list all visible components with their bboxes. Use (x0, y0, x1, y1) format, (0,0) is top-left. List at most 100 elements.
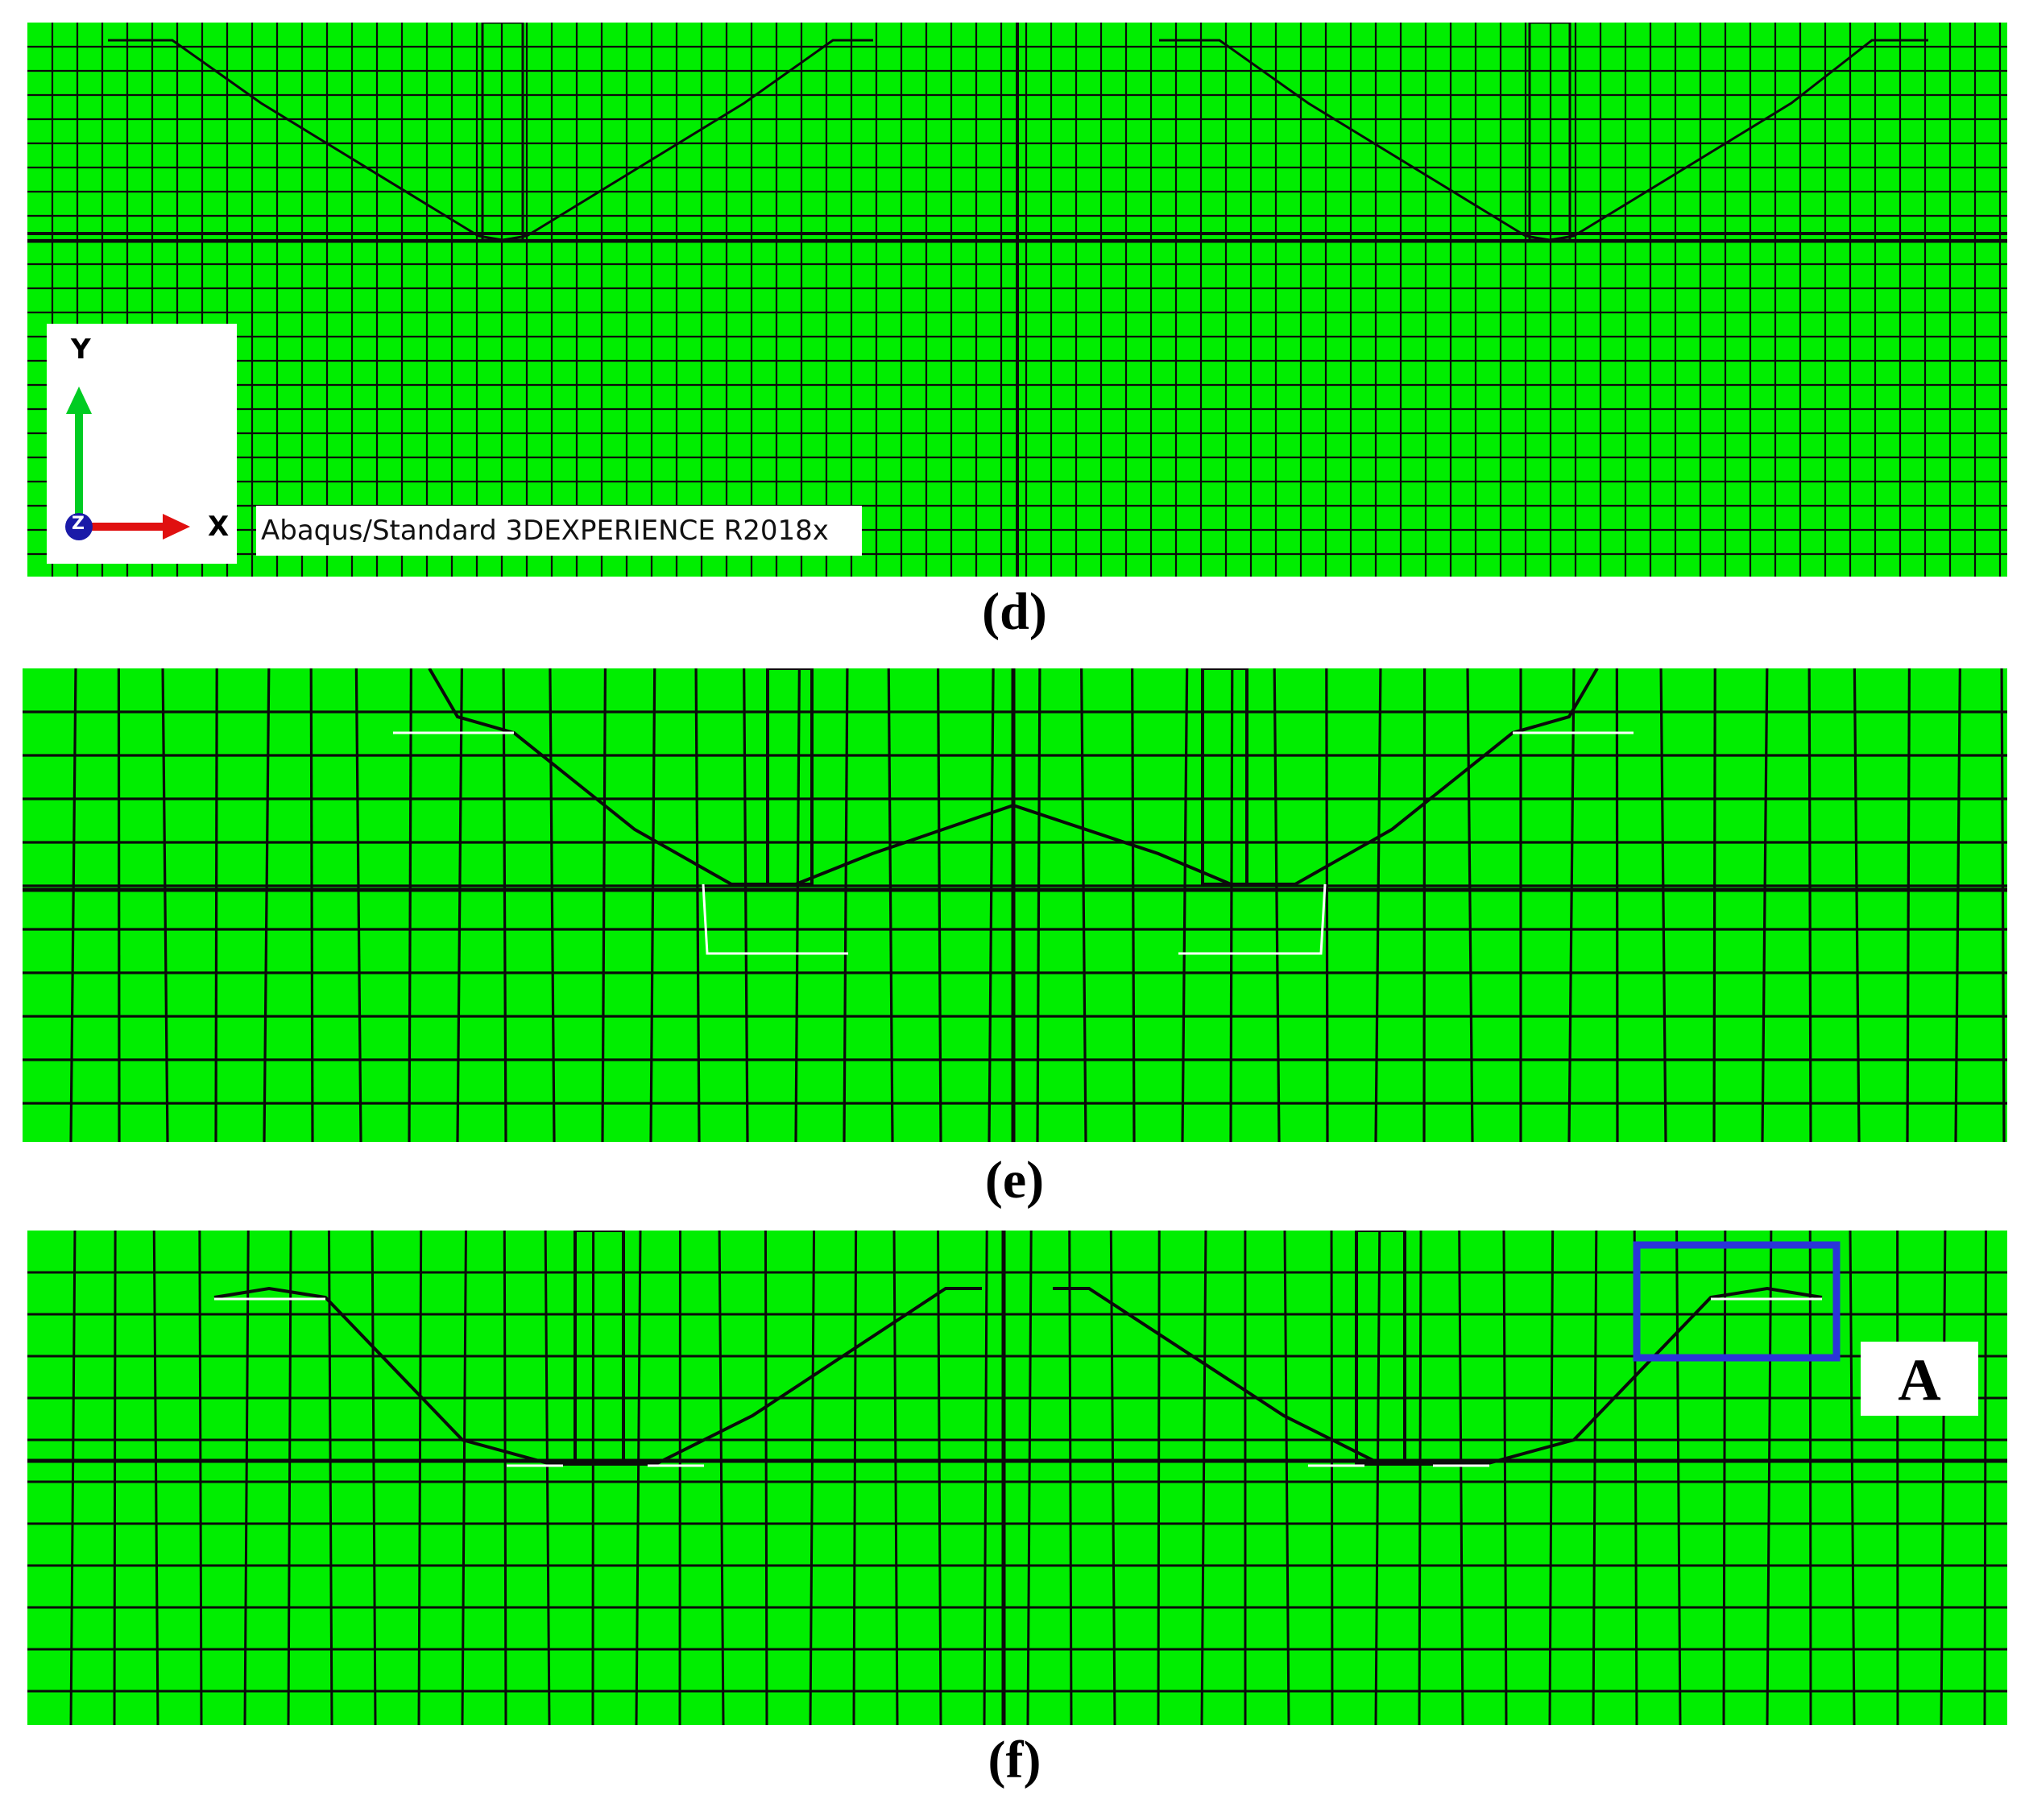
mesh-line-vertical (694, 668, 701, 1142)
mesh-line-vertical (327, 1231, 333, 1725)
mesh-line-vertical (1273, 668, 1281, 1142)
mesh-line-vertical (743, 668, 749, 1142)
mesh-line-vertical (456, 668, 463, 1142)
mesh-line-vertical (1418, 1231, 1422, 1725)
mesh-line-vertical (1200, 1231, 1207, 1725)
mesh-line-vertical (809, 1231, 816, 1725)
mesh-line-vertical (1807, 668, 1812, 1142)
caption-f: (f) (0, 1730, 2029, 1791)
x-axis-arrow-icon (163, 514, 190, 540)
mesh-line-vertical (544, 1231, 551, 1725)
mesh-line-vertical (1026, 1231, 1033, 1725)
mesh-line-vertical (161, 668, 169, 1142)
mesh-line-vertical (117, 668, 121, 1142)
caption-e: (e) (0, 1150, 2029, 1211)
mesh-line-vertical (1722, 1231, 1727, 1725)
z-axis-label: Z (72, 514, 85, 534)
mesh-line-vertical (1940, 1231, 1947, 1725)
mesh-line-vertical (1954, 668, 1961, 1142)
mesh-line-vertical (263, 668, 271, 1142)
y-axis-label: Y (71, 333, 91, 366)
original-outline-e (393, 731, 1634, 955)
mesh-line-vertical (1712, 668, 1716, 1142)
mesh-line-vertical (1374, 1231, 1381, 1725)
mesh-line-vertical (1675, 1231, 1682, 1725)
mesh-line-vertical (2000, 668, 2006, 1142)
mesh-line-vertical (69, 1231, 77, 1725)
x-axis-label: X (208, 511, 230, 543)
deformed-weld-profile-f (27, 1231, 2007, 1725)
mesh-grid-f (27, 1231, 2007, 1725)
mesh-line-vertical (1548, 1231, 1555, 1725)
mesh-line-vertical (113, 1231, 117, 1725)
mesh-line-vertical (287, 1231, 292, 1725)
caption-f-text: (f) (988, 1731, 1041, 1789)
mesh-line-vertical (1181, 668, 1189, 1142)
mesh-line-vertical (503, 1231, 507, 1725)
mesh-line-vertical (1458, 1231, 1464, 1725)
mesh-line-vertical (1036, 668, 1041, 1142)
mesh-line-vertical (937, 1231, 942, 1725)
deformed-weld-profile-e (23, 668, 2007, 1142)
mesh-line-vertical (243, 1231, 250, 1725)
mesh-line-vertical (1849, 1231, 1856, 1725)
caption-e-text: (e) (984, 1151, 1045, 1210)
mesh-line-vertical (649, 668, 656, 1142)
mesh-line-vertical (1659, 668, 1667, 1142)
software-version-label: Abaqus/Standard 3DEXPERIENCE R2018x (256, 506, 862, 556)
mesh-line-vertical (417, 1231, 423, 1725)
mesh-panel-f (27, 1231, 2007, 1725)
mesh-line-vertical (69, 668, 77, 1142)
mesh-line-vertical (152, 1231, 159, 1725)
mesh-line-vertical (988, 668, 995, 1142)
z-axis-dot-icon (65, 513, 93, 540)
mesh-line-vertical (1761, 668, 1769, 1142)
mesh-line-vertical (1502, 1231, 1508, 1725)
mesh-line-vertical (936, 668, 942, 1142)
mesh-line-vertical (1157, 1231, 1161, 1725)
mesh-line-vertical (354, 668, 362, 1142)
mesh-line-vertical (1466, 668, 1474, 1142)
mesh-line-vertical (591, 1231, 595, 1725)
mesh-line-vertical (1374, 668, 1382, 1142)
mesh-line-vertical (635, 1231, 642, 1725)
mesh-line-vertical (1422, 668, 1427, 1142)
mesh-line-vertical (1567, 668, 1576, 1142)
caption-d: (d) (0, 581, 2029, 643)
mesh-line-vertical (892, 1231, 899, 1725)
mesh-line-vertical (461, 1231, 467, 1725)
mesh-line-vertical (601, 668, 607, 1142)
mesh-line-vertical (843, 668, 849, 1142)
mesh-line-vertical (852, 1231, 858, 1725)
mesh-line-vertical (1906, 668, 1911, 1142)
mesh-line-vertical (1330, 1231, 1334, 1725)
mesh-panel-e (23, 668, 2007, 1142)
y-axis-arrow-icon (66, 387, 92, 414)
mesh-line-vertical (371, 1231, 377, 1725)
mesh-line-vertical (1131, 668, 1136, 1142)
coordinate-triad: Y X Z (47, 324, 237, 564)
mesh-line-vertical (1283, 1231, 1290, 1725)
detail-label-a: A (1861, 1342, 1978, 1416)
mesh-line-vertical (408, 668, 412, 1142)
mesh-line-vertical (983, 1231, 988, 1725)
deformed-weld-profile-d (27, 23, 2007, 577)
triad-axes (65, 387, 190, 540)
mesh-line-vertical (198, 1231, 203, 1725)
mesh-line-vertical (502, 668, 507, 1142)
mesh-line-vertical (794, 668, 801, 1142)
original-outline-f (214, 1297, 1822, 1467)
mesh-line-vertical (764, 1231, 768, 1725)
mesh-line-vertical (887, 668, 894, 1142)
mesh-panel-d (27, 23, 2007, 577)
caption-d-text: (d) (982, 582, 1047, 641)
detail-highlight-box (1633, 1241, 1841, 1362)
mesh-line-vertical (214, 668, 218, 1142)
mesh-line-vertical (1229, 668, 1234, 1142)
mesh-line-vertical (1853, 668, 1861, 1142)
mesh-line-vertical (1808, 1231, 1812, 1725)
mesh-panel-f-background (27, 1231, 2007, 1725)
mesh-line-vertical (1068, 1231, 1073, 1725)
mesh-line-vertical (549, 668, 556, 1142)
mesh-line-vertical (1109, 1231, 1116, 1725)
